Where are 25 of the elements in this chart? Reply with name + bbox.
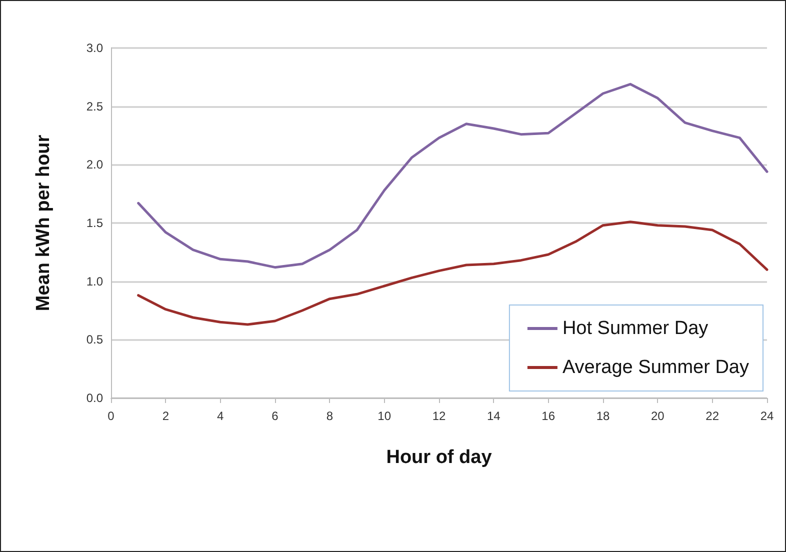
x-tick-label: 18	[596, 409, 610, 423]
y-tick-label: 1.5	[86, 216, 104, 230]
x-tick-label: 14	[486, 409, 501, 423]
x-tick-label: 6	[272, 409, 279, 423]
x-tick-label: 8	[326, 409, 334, 423]
x-tick-label: 4	[216, 409, 224, 423]
x-axis-title: Hour of day	[386, 447, 492, 468]
y-tick-label: 0.0	[86, 391, 104, 405]
y-tick-label: 2.5	[86, 99, 104, 114]
y-tick-label: 0.5	[86, 332, 104, 347]
line-series	[137, 82, 768, 269]
x-tick-label: 22	[706, 409, 720, 423]
y-axis-title: Mean kWh per hour	[33, 134, 54, 312]
x-tick-label: 2	[162, 409, 170, 423]
x-tick-label: 24	[760, 409, 774, 423]
legend-label: Hot Summer Day	[562, 318, 709, 339]
y-tick-label: 2.0	[86, 158, 104, 172]
x-tick-label: 10	[378, 409, 392, 423]
y-tick-label: 3.0	[86, 41, 104, 55]
legend-label: Average Summer Day	[562, 357, 750, 378]
x-tick-label: 20	[650, 409, 665, 423]
x-tick-label: 0	[108, 409, 115, 423]
x-tick-label: 12	[432, 409, 446, 423]
x-tick-label: 16	[542, 409, 556, 423]
y-tick-label: 1.0	[86, 274, 104, 288]
